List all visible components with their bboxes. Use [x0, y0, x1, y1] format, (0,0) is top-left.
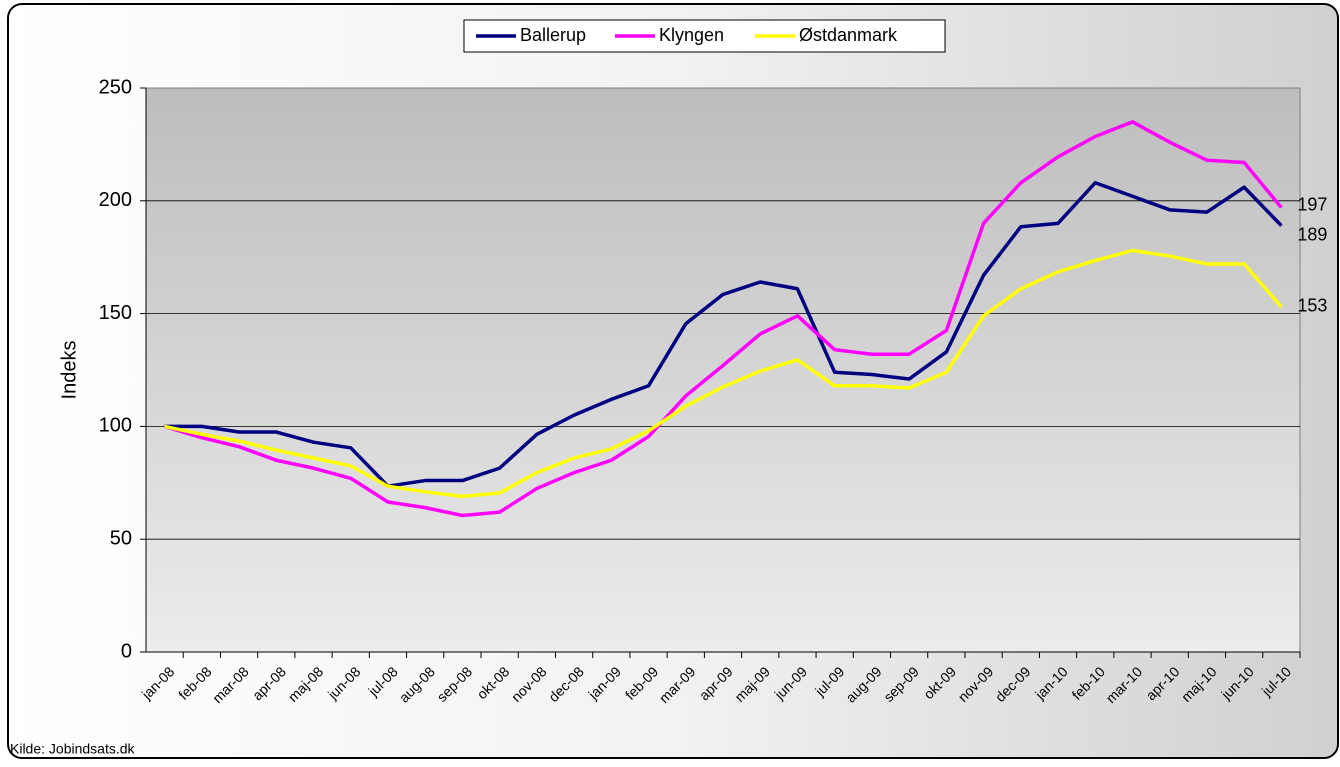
legend [463, 19, 946, 53]
data-label: 153 [1297, 296, 1327, 316]
y-tick-label: 150 [99, 302, 132, 324]
data-label: 197 [1297, 194, 1327, 214]
y-tick-label: 100 [99, 415, 132, 437]
legend-label: Klyngen [659, 25, 724, 45]
y-tick-label: 0 [121, 640, 132, 662]
series-line [164, 248, 1283, 499]
plot-area [145, 87, 1301, 653]
source: Kilde: Jobindsats.dk [10, 741, 136, 757]
legend-label: Østdanmark [799, 25, 898, 45]
legend-label: Ballerup [520, 25, 586, 45]
series-line [164, 120, 1283, 518]
series-line [164, 181, 1283, 488]
y-tick-label: 250 [99, 76, 132, 98]
y-axis-label: Indeks [58, 341, 80, 400]
y-tick-label: 50 [110, 527, 132, 549]
y-tick-label: 200 [99, 189, 132, 211]
data-label: 189 [1297, 224, 1327, 244]
